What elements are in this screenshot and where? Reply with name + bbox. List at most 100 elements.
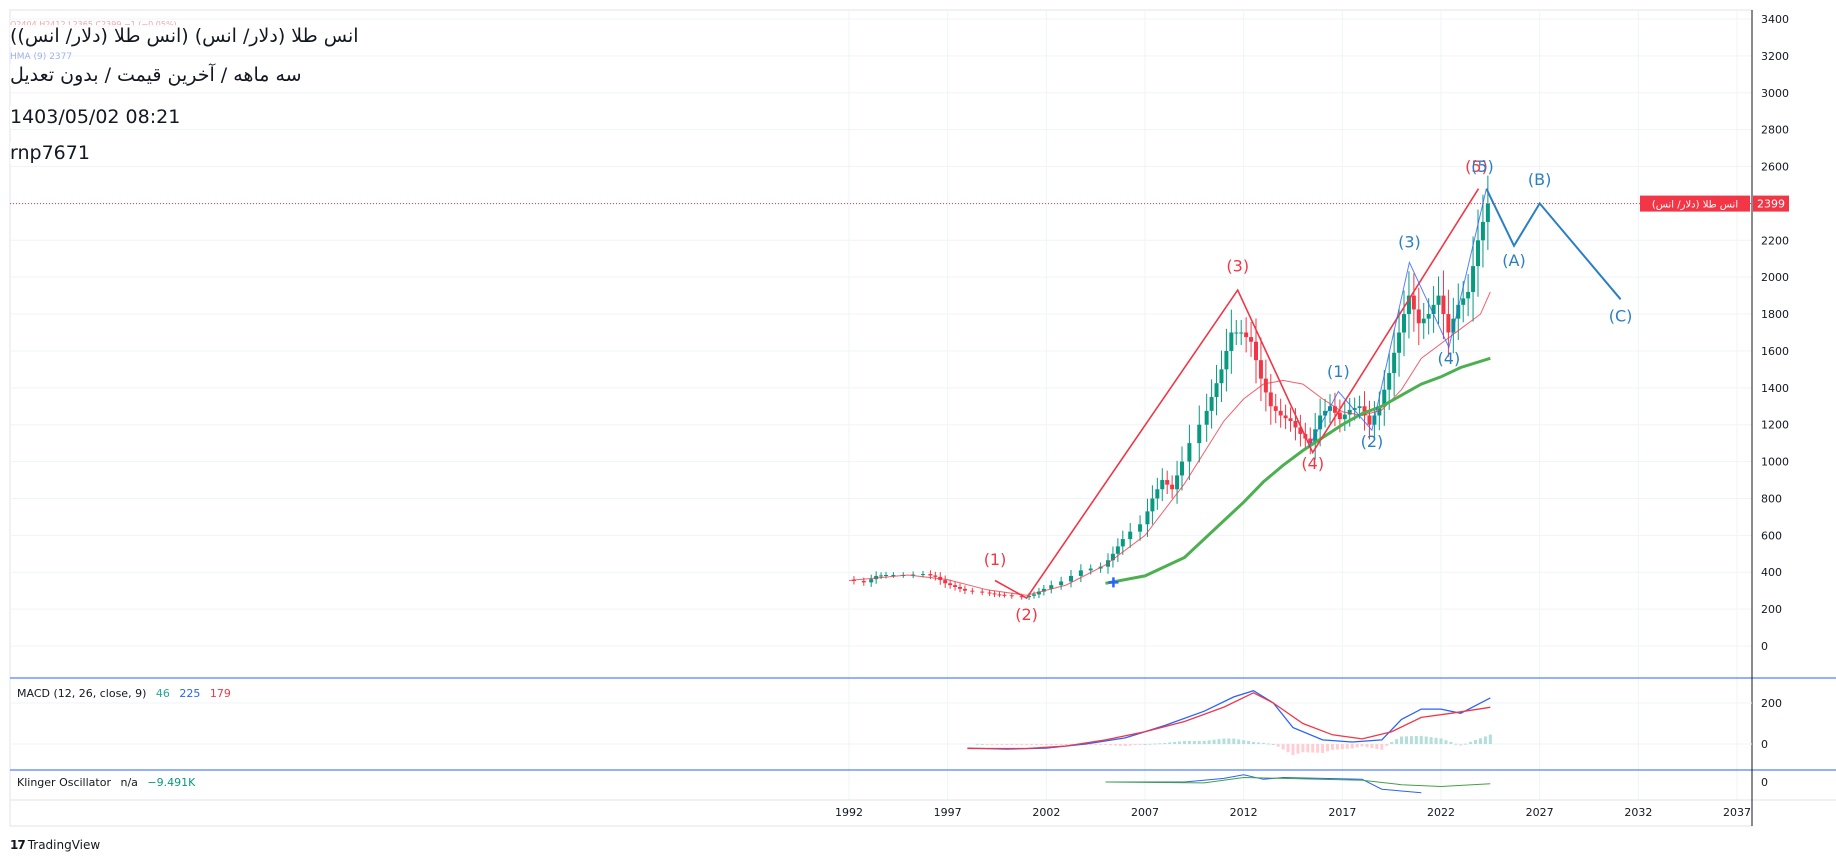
hma-value: 2377 xyxy=(49,52,73,62)
y-tick-label: 2600 xyxy=(1761,161,1789,174)
candle-body xyxy=(970,590,975,592)
candle-body xyxy=(1392,352,1397,374)
candle-body xyxy=(1273,406,1278,411)
macd-histogram-bar xyxy=(1434,737,1438,744)
y-tick-label: 1800 xyxy=(1761,308,1789,321)
macd-histogram-bar xyxy=(1459,744,1463,746)
candle-body xyxy=(884,575,888,577)
hma-legend[interactable]: HMA (9) 2377 xyxy=(10,52,72,62)
macd-histogram-bar xyxy=(1064,744,1068,745)
macd-histogram-bar xyxy=(1227,738,1231,744)
macd-histogram-bar xyxy=(1321,744,1325,753)
chart-subtitle: سه ماهه / آخرین قیمت / بدون تعدیل xyxy=(10,64,302,86)
macd-histogram-bar xyxy=(1488,734,1492,744)
macd-histogram-bar xyxy=(1311,744,1315,753)
candle-body xyxy=(1318,415,1323,430)
elliott-abc-projection xyxy=(1485,188,1622,300)
candle-body xyxy=(1027,595,1032,598)
tradingview-logo[interactable]: 17 TradingView xyxy=(10,838,100,852)
macd-histogram-bar xyxy=(1429,737,1433,744)
y-tick-label: 400 xyxy=(1761,566,1782,579)
macd-tick-label: 200 xyxy=(1761,697,1782,710)
macd-histogram-bar xyxy=(1158,743,1162,745)
macd-histogram-bar xyxy=(1118,744,1122,746)
macd-legend[interactable]: MACD (12, 26, close, 9) 46 225 179 xyxy=(17,687,237,700)
candle-body xyxy=(953,585,958,587)
moving-average-line xyxy=(1105,356,1491,585)
macd-histogram-bar xyxy=(1261,742,1265,744)
candle-body xyxy=(879,575,884,577)
candle-body xyxy=(1069,575,1073,582)
author-name: rnp7671 xyxy=(10,142,90,164)
price-tag-bg xyxy=(1753,195,1789,212)
y-tick-label: 2200 xyxy=(1761,234,1789,247)
macd-histogram-bar xyxy=(1365,744,1369,748)
candle-body xyxy=(1471,266,1476,292)
candle-body xyxy=(1254,341,1258,361)
candle-body xyxy=(1197,424,1202,444)
macd-histogram-bar xyxy=(1375,744,1379,749)
wave-label-blue: (1) xyxy=(1327,362,1350,381)
price-tag-value: 2399 xyxy=(1757,198,1785,211)
klinger-tick-label: 0 xyxy=(1761,776,1768,789)
wave-label-red: (5) xyxy=(1465,157,1488,176)
macd-histogram-bar xyxy=(1419,735,1423,744)
candle-body xyxy=(1337,412,1342,420)
y-tick-label: 0 xyxy=(1761,640,1768,653)
candle-body xyxy=(1283,415,1288,419)
candle-body xyxy=(1234,332,1239,334)
macd-histogram-bar xyxy=(1217,739,1221,744)
candle-body xyxy=(1288,418,1293,422)
x-tick-label: 1997 xyxy=(934,806,962,819)
candle-body xyxy=(962,588,967,591)
macd-histogram-bar xyxy=(1104,744,1108,746)
candle-body xyxy=(948,583,953,586)
hma-label: HMA (9) xyxy=(10,52,47,62)
macd-line-value: 225 xyxy=(179,687,201,700)
macd-hist-value: 46 xyxy=(155,687,170,700)
candle-body xyxy=(1088,568,1093,571)
macd-histogram-bar xyxy=(1054,744,1058,745)
candle-body xyxy=(1456,304,1461,319)
macd-histogram-bar xyxy=(1143,744,1147,745)
candle-body xyxy=(1128,531,1133,540)
macd-histogram-bar xyxy=(1266,743,1270,745)
candle-body xyxy=(1041,588,1046,592)
candle-body xyxy=(1049,585,1054,589)
macd-histogram-bar xyxy=(985,744,989,745)
macd-histogram-bar xyxy=(1370,744,1374,749)
candle-body xyxy=(933,575,938,577)
candle-body xyxy=(1426,314,1431,319)
candle-body xyxy=(1160,480,1165,490)
macd-histogram-bar xyxy=(1326,744,1330,752)
macd-histogram-bar xyxy=(1444,740,1448,744)
y-tick-label: 1000 xyxy=(1761,456,1789,469)
candle-body xyxy=(1009,595,1014,597)
klinger-legend[interactable]: Klinger Oscillator n/a −9.491K xyxy=(17,776,201,789)
macd-histogram-bar xyxy=(1439,738,1443,744)
y-tick-label: 2800 xyxy=(1761,124,1789,137)
candle-body xyxy=(1308,438,1313,444)
candle-body xyxy=(1209,397,1214,411)
candle-body xyxy=(1175,475,1180,490)
macd-histogram-bar xyxy=(1296,744,1300,754)
macd-histogram-bar xyxy=(1409,736,1413,744)
wave-label-blue: (5) xyxy=(1471,157,1494,176)
macd-histogram-bar xyxy=(1390,741,1394,744)
candle-body xyxy=(869,579,874,583)
candle-body xyxy=(1155,489,1160,499)
elliott-red-wave xyxy=(994,188,1480,600)
macd-histogram-bar xyxy=(995,744,999,745)
candle-body xyxy=(1362,406,1367,416)
macd-histogram-bar xyxy=(1197,740,1201,744)
macd-histogram-bar xyxy=(1187,740,1191,744)
klinger-label: Klinger Oscillator xyxy=(17,776,111,789)
macd-signal-value: 179 xyxy=(209,687,231,700)
candle-body xyxy=(997,594,1002,596)
candle-body xyxy=(1019,596,1024,598)
candle-body xyxy=(928,574,933,576)
candle-body xyxy=(980,591,985,593)
ohlc-readout: O2404 H2412 L2365 C2399 −1 (−0.05%) xyxy=(10,20,177,29)
macd-histogram-bar xyxy=(1454,743,1458,745)
